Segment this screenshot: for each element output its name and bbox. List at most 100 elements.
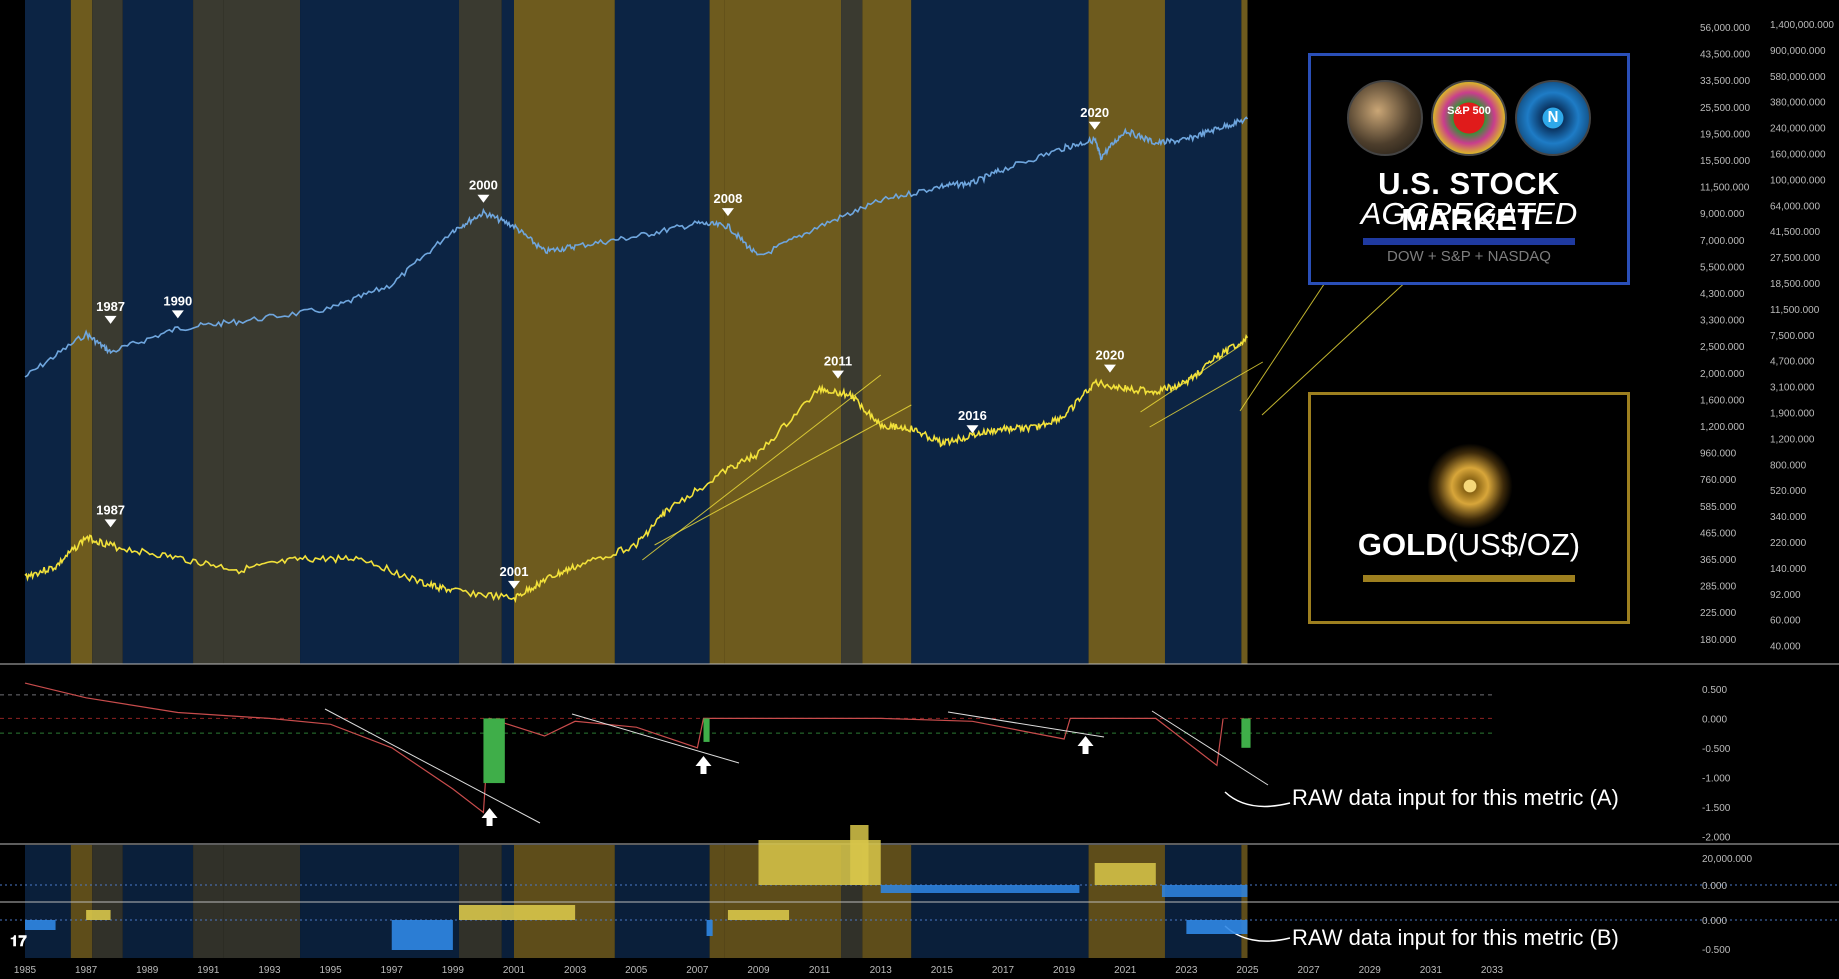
annotation-marker-9: [1103, 364, 1116, 373]
left-scale-tick-12: 2,500.000: [1700, 342, 1745, 353]
left-scale-tick-14: 1,600.000: [1700, 395, 1745, 406]
panel3-tick-0: 0.000: [1702, 916, 1727, 927]
panel3-bar-6: [1186, 920, 1248, 934]
right-scale-tick-7: 64,000.000: [1770, 201, 1820, 212]
gold-title-bold: GOLD: [1357, 527, 1448, 562]
trend-lines: [642, 235, 1425, 561]
x-tick-1989: 1989: [136, 965, 159, 976]
annotation-marker-0: [104, 315, 117, 324]
x-tick-1999: 1999: [442, 965, 465, 976]
left-scale-tick-16: 960.000: [1700, 449, 1737, 460]
gold-coin-icon: [1427, 443, 1513, 529]
right-scale-tick-10: 18,500.000: [1770, 279, 1820, 290]
right-scale-tick-11: 11,500.000: [1770, 305, 1820, 316]
buy-arrow-icon-1: [695, 756, 712, 774]
right-scale-tick-20: 220.000: [1770, 538, 1807, 549]
buy-arrow-icon-0: [481, 808, 498, 826]
left-scale-tick-11: 3,300.000: [1700, 316, 1745, 327]
right-scale-tick-21: 140.000: [1770, 564, 1807, 575]
band-10: [614, 0, 710, 664]
panel1-trendline-0: [324, 708, 541, 824]
gold-color-bar: [1363, 575, 1575, 582]
left-scale-tick-2: 33,500.000: [1700, 76, 1750, 87]
right-scale-tick-8: 41,500.000: [1770, 227, 1820, 238]
panel3-bar-2: [391, 920, 453, 950]
stock-subtitle: AGGREGATED: [1360, 196, 1578, 231]
panel2-bar-1: [850, 825, 869, 885]
left-scale-tick-10: 4,300.000: [1700, 289, 1745, 300]
x-tick-2033: 2033: [1481, 965, 1504, 976]
gold-legend-box: GOLD(US$/OZ): [1308, 392, 1630, 624]
note-metric-b: RAW data input for this metric (B): [1292, 925, 1619, 950]
x-tick-2029: 2029: [1359, 965, 1382, 976]
right-scale-tick-18: 520.000: [1770, 486, 1807, 497]
panel1-tick-1: 0.000: [1702, 715, 1727, 726]
note-a-arrow: [1224, 791, 1291, 808]
left-scale-tick-0: 56,000.000: [1700, 23, 1750, 34]
gold-title: GOLD(US$/OZ): [1311, 527, 1627, 563]
left-scale-tick-9: 5,500.000: [1700, 262, 1745, 273]
panel3-bar-5: [727, 910, 790, 920]
x-tick-2019: 2019: [1053, 965, 1076, 976]
left-scale-tick-1: 43,500.000: [1700, 50, 1750, 61]
x-tick-2021: 2021: [1114, 965, 1137, 976]
panel3-bar-0: [25, 920, 56, 930]
axes: 1985 1987 1989 1991 1993 1995 1997 1999 2001 2003…: [14, 20, 1835, 976]
panel2-tick-0: 20,000.000: [1702, 854, 1752, 865]
left-scale-tick-15: 1,200.000: [1700, 422, 1745, 433]
annotation-label-7: 2011: [824, 354, 852, 369]
x-tick-2025: 2025: [1236, 965, 1259, 976]
year-annotations: 1987 1990 2000 2008 2020 1987 2001 2011 2016 2020: [96, 105, 1124, 589]
left-scale-tick-8: 7,000.000: [1700, 236, 1745, 247]
panel2-bar-3: [1094, 863, 1156, 885]
nasdaq-logo-icon: ᴺ: [1515, 80, 1591, 156]
panel2-tick-1: 0.000: [1702, 881, 1727, 892]
right-scale-tick-13: 4,700.000: [1770, 357, 1815, 368]
annotation-label-9: 2020: [1096, 348, 1125, 363]
x-tick-1987: 1987: [75, 965, 98, 976]
panel1-trendline-3: [1151, 710, 1269, 786]
x-tick-2013: 2013: [870, 965, 893, 976]
annotation-label-3: 2008: [713, 191, 742, 206]
right-scale-tick-19: 340.000: [1770, 512, 1807, 523]
right-scale-tick-16: 1,200.000: [1770, 434, 1815, 445]
band-6: [300, 0, 459, 664]
annotation-marker-3: [721, 208, 734, 217]
right-scale-tick-22: 92.000: [1770, 590, 1801, 601]
x-tick-2027: 2027: [1298, 965, 1321, 976]
left-scale-tick-18: 585.000: [1700, 502, 1737, 513]
panel1-tick-2: -0.500: [1702, 744, 1731, 755]
left-scale-tick-23: 180.000: [1700, 635, 1737, 646]
panel2-bar-2: [880, 885, 1080, 893]
left-scale-tick-22: 225.000: [1700, 608, 1737, 619]
band-2: [92, 0, 123, 664]
band-4: [193, 0, 224, 664]
stock-title: U.S. STOCK MARKET: [1378, 166, 1560, 237]
gold-price-line: [24, 334, 1249, 604]
annotation-label-6: 2001: [500, 564, 529, 579]
tradingview-logo-icon[interactable]: 𝟏𝟕: [10, 933, 27, 950]
panel1-metric-line: [24, 682, 1224, 814]
x-tick-2009: 2009: [747, 965, 770, 976]
left-scale-tick-5: 15,500.000: [1700, 156, 1750, 167]
annotation-label-1: 1990: [163, 293, 192, 308]
band-9: [514, 0, 615, 664]
band-15: [911, 0, 1089, 664]
x-tick-1997: 1997: [381, 965, 404, 976]
price-lines: [24, 116, 1249, 604]
annotation-label-4: 2020: [1080, 105, 1109, 120]
panel1-tick-5: -2.000: [1702, 833, 1731, 844]
x-tick-2017: 2017: [992, 965, 1015, 976]
panel3-bar-3: [458, 905, 576, 920]
left-scale-tick-13: 2,000.000: [1700, 369, 1745, 380]
sp500-logo-text: S&P 500: [1447, 105, 1491, 117]
x-tick-2003: 2003: [564, 965, 587, 976]
right-scale-tick-24: 40.000: [1770, 642, 1801, 653]
right-scale-tick-23: 60.000: [1770, 616, 1801, 627]
right-scale-tick-9: 27,500.000: [1770, 253, 1820, 264]
right-scale-tick-3: 380,000.000: [1770, 98, 1826, 109]
panel1-tick-4: -1.500: [1702, 803, 1731, 814]
band-17: [1164, 0, 1242, 664]
band-8: [501, 0, 514, 664]
